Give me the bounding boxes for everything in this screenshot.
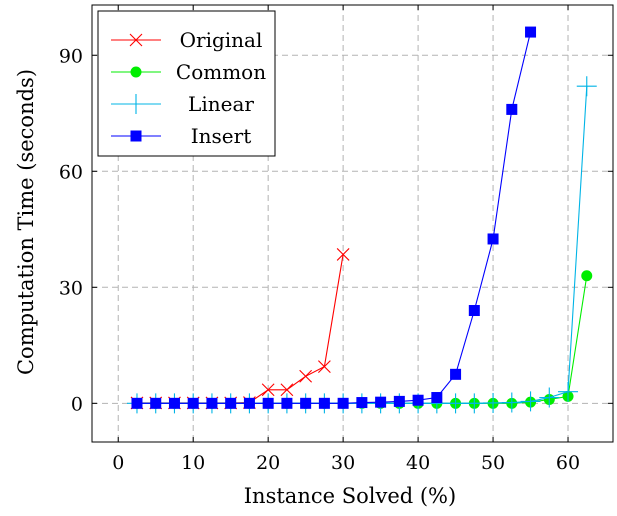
data-point	[375, 396, 387, 408]
x-tick-label: 20	[256, 452, 280, 474]
series-common	[131, 270, 593, 409]
x-axis-label: Instance Solved (%)	[244, 484, 456, 508]
plot-frame	[91, 4, 614, 443]
legend-swatch-marker	[129, 33, 143, 47]
series-line	[137, 254, 344, 404]
y-tick-label: 0	[71, 393, 83, 415]
legend-swatch-marker	[130, 130, 142, 142]
data-point	[262, 397, 274, 409]
x-tick-label: 30	[331, 452, 355, 474]
data-point	[393, 395, 405, 407]
data-point	[299, 369, 313, 383]
series-layer	[126, 26, 597, 414]
data-point	[356, 397, 368, 409]
data-point	[336, 248, 350, 261]
data-point	[431, 392, 443, 404]
data-point	[506, 103, 518, 115]
y-tick-label: 30	[59, 277, 83, 299]
legend-label: Original	[180, 28, 263, 52]
legend-swatch-marker	[126, 94, 146, 114]
x-tick-label: 0	[112, 452, 124, 474]
legend: Original Common Linear Insert	[97, 10, 276, 157]
data-point	[525, 26, 537, 38]
series-original	[130, 248, 350, 410]
data-point	[581, 270, 593, 282]
y-tick-label: 60	[59, 161, 83, 183]
data-point	[558, 381, 579, 402]
axis-ticks: 0 10 20 30 40 50 60 0 30 60 90	[59, 5, 613, 474]
data-point	[187, 397, 199, 409]
x-tick-label: 10	[181, 452, 205, 474]
legend-swatch-marker	[130, 66, 142, 78]
data-point	[487, 233, 499, 245]
series-insert	[131, 26, 537, 409]
legend-box	[97, 10, 276, 157]
data-point	[150, 397, 162, 409]
data-point	[520, 391, 541, 412]
legend-item: Insert	[111, 124, 251, 148]
data-point	[280, 383, 294, 397]
data-point	[468, 305, 480, 317]
legend-item: Common	[111, 60, 266, 84]
data-point	[318, 397, 330, 409]
data-point	[131, 397, 143, 409]
data-point	[206, 397, 218, 409]
legend-label: Linear	[188, 92, 254, 116]
data-point	[300, 397, 312, 409]
y-axis-label: Computation Time (seconds)	[14, 69, 38, 375]
data-point	[445, 393, 466, 414]
y-tick-label: 90	[59, 45, 83, 67]
legend-label: Common	[176, 60, 266, 84]
legend-item: Original	[111, 28, 262, 52]
data-point	[464, 393, 485, 414]
series-line	[137, 275, 588, 404]
legend-item: Linear	[111, 92, 254, 116]
data-point	[539, 387, 560, 408]
data-point	[281, 397, 293, 409]
data-point	[243, 397, 255, 409]
x-tick-label: 60	[556, 452, 580, 474]
data-point	[501, 392, 522, 413]
data-point	[337, 397, 349, 409]
data-point	[261, 383, 275, 397]
data-point	[483, 392, 504, 413]
x-tick-label: 40	[406, 452, 430, 474]
legend-label: Insert	[191, 124, 251, 148]
series-line	[137, 31, 532, 404]
data-point	[576, 76, 597, 97]
data-point	[225, 397, 237, 409]
data-point	[450, 368, 462, 380]
data-point	[412, 394, 424, 406]
data-point	[317, 360, 331, 373]
x-tick-label: 50	[481, 452, 505, 474]
data-point	[168, 397, 180, 409]
